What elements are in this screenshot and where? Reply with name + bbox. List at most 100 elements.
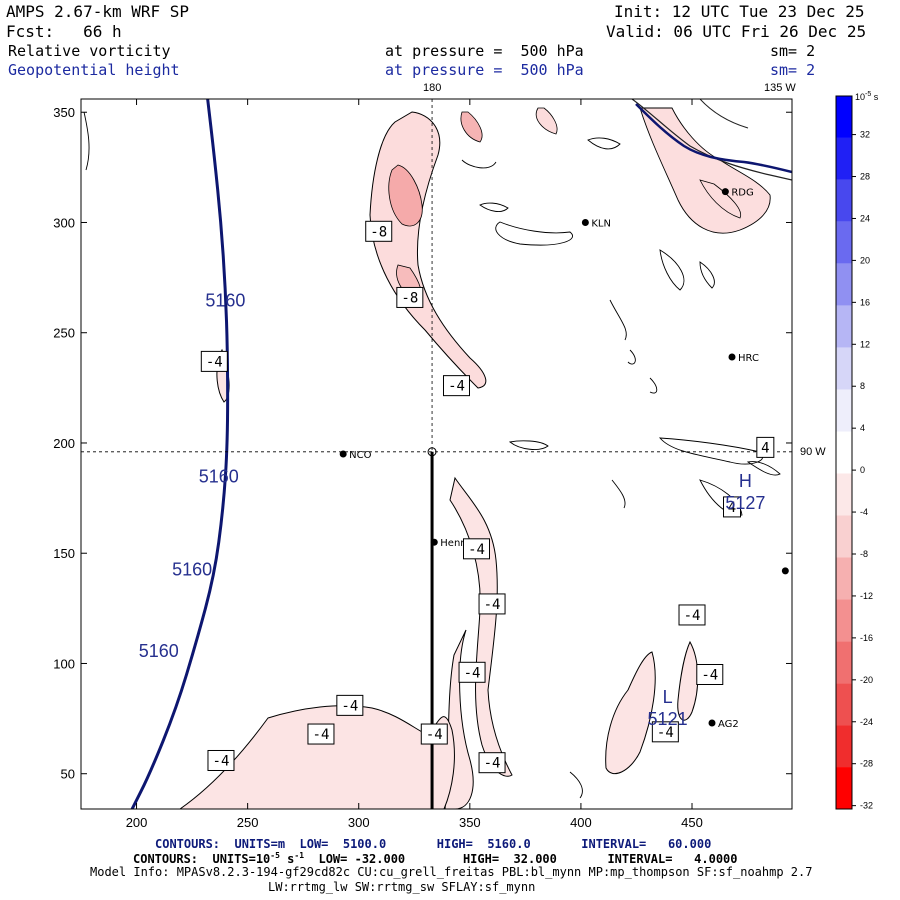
colorbar-tick-label: -16: [860, 633, 873, 643]
vorticity-label: -4: [341, 698, 358, 714]
colorbar: 32 28 24 20 16 12 8 4 0 -4 -8 -12 -16 -20 -24 -28 -32: [835, 95, 873, 811]
init-time: Init: 12 UTC Tue 23 Dec 25: [614, 2, 865, 21]
vorticity-label-box: [478, 752, 506, 774]
vorticity-band-main: [369, 111, 487, 389]
colorbar-segment: [836, 389, 852, 432]
contour-east-2: [461, 159, 497, 169]
y-tick-label: 100: [53, 656, 75, 671]
geopotential-contour-5160: [130, 99, 230, 809]
contour-dotted-3: [649, 377, 658, 394]
y-tick-label: 200: [53, 436, 75, 451]
station-marker: [721, 188, 729, 196]
contour-positive-4: [699, 479, 743, 516]
vorticity-label-box: [442, 375, 470, 397]
vorticity-core-1: [388, 164, 423, 227]
colorbar-tick-label: -8: [860, 549, 868, 559]
colorbar-tick-label: 24: [860, 213, 870, 223]
vorticity-shading: [179, 107, 771, 809]
colorbar-segment: [836, 641, 852, 684]
pressure-center-symbol: L: [663, 687, 673, 707]
y-tick-label: 50: [61, 767, 75, 782]
vorticity-streak-2: [535, 107, 558, 135]
contour-east-6: [569, 771, 583, 799]
colorbar-tick-label: 32: [860, 130, 870, 140]
vorticity-label-box: [336, 694, 364, 716]
colorbar-segment: [836, 767, 852, 809]
station-label: KLN: [591, 218, 611, 229]
valid-time: Valid: 06 UTC Fri 26 Dec 25: [606, 22, 867, 41]
vorticity-label: -4: [313, 727, 330, 743]
contour-east-1: [83, 111, 90, 171]
x-tick-label: 300: [348, 815, 370, 830]
vorticity-label-box: [420, 723, 448, 745]
geopotential-label: 5160: [205, 290, 245, 310]
colorbar-tick-label: 16: [860, 297, 870, 307]
colorbar-tick-label: 12: [860, 339, 870, 349]
geopotential-label: 5160: [139, 641, 179, 661]
footer-contours-geopotential: CONTOURS: UNITS=m LOW= 5100.0 HIGH= 5160…: [155, 837, 712, 851]
contour-east-3: [587, 137, 621, 150]
colorbar-segment: [836, 599, 852, 642]
vorticity-label: -4: [657, 725, 674, 741]
station-layer: NCO Henry KLN HRC RDG AG2: [339, 188, 789, 730]
vorticity-label: -4: [701, 667, 718, 683]
crosshair-marker: [427, 447, 437, 457]
plot-frame: [80, 98, 793, 810]
geopotential-label: 5160: [172, 559, 212, 579]
pressure-center-value: 5127: [725, 493, 765, 513]
vorticity-label-box: [696, 663, 724, 685]
x-tick-label: 250: [237, 815, 259, 830]
meridian-135w-label: 135 W: [764, 82, 796, 94]
vorticity-label: -8: [370, 224, 387, 240]
station-marker: [708, 719, 716, 727]
vorticity-label: -4: [426, 727, 443, 743]
coastline: [631, 99, 792, 181]
station-marker: [430, 538, 438, 546]
x-tick-label: 400: [570, 815, 592, 830]
y-tick-label: 350: [53, 105, 75, 120]
vorticity-label: -4: [484, 756, 501, 772]
x-tick-label: 450: [681, 815, 703, 830]
x-tick-label: 350: [459, 815, 481, 830]
pressure-center-value: 5121: [648, 709, 688, 729]
vorticity-label-box: [307, 723, 335, 745]
colorbar-segment: [836, 557, 852, 600]
footer-model-info-2: LW:rrtmg_lw SW:rrtmg_sw SFLAY:sf_mynn: [268, 880, 536, 894]
vorticity-labels: -8 -8 -4 -4 4 4 -4 -4 -4 -4 -4 -4 -4 -4 -4 -4 -4: [200, 220, 775, 774]
station-marker: [339, 450, 347, 458]
vorticity-label: 4: [728, 500, 736, 516]
station-label: Henry: [440, 538, 470, 549]
smoothing-geopotential: sm= 2: [770, 61, 816, 79]
vorticity-label: -8: [401, 290, 418, 306]
colorbar-segment: [836, 305, 852, 348]
colorbar-tick-label: 20: [860, 255, 870, 265]
colorbar-tick-label: 0: [860, 465, 865, 475]
smoothing-vorticity: sm= 2: [770, 42, 816, 60]
field-geopotential: Geopotential height: [8, 61, 180, 79]
station-label: AG2: [718, 719, 739, 730]
contour-dotted-1: [609, 299, 627, 341]
station-marker: [728, 353, 736, 361]
colorbar-tick-label: -28: [860, 759, 873, 769]
colorbar-segment: [836, 347, 852, 390]
contour-positive-7: [699, 261, 715, 289]
colorbar-segment: [836, 137, 852, 180]
meridian-90w-label: 90 W: [800, 446, 826, 458]
vorticity-label: -4: [484, 597, 501, 613]
vorticity-label-box: [462, 538, 490, 560]
colorbar-segment: [836, 96, 852, 138]
colorbar-segment: [836, 431, 852, 474]
footer-contours-vorticity: CONTOURS: UNITS=10-5 s-1 LOW= -32.000 HI…: [133, 851, 738, 866]
vorticity-contours: [83, 111, 781, 799]
colorbar-segment: [836, 725, 852, 768]
colorbar-tick-label: -4: [860, 507, 868, 517]
level-geopotential: at pressure = 500 hPa: [385, 61, 584, 79]
colorbar-tick-label: -32: [860, 801, 873, 811]
vorticity-label-box: [458, 661, 486, 683]
pressure-center-symbol: H: [739, 471, 752, 491]
axes: 200 250 300 350 400 450 50 100 150 200 250 300 350: [53, 99, 792, 830]
vorticity-label-box: [365, 220, 393, 242]
app-title: AMPS 2.67-km WRF SP: [6, 2, 190, 21]
contour-east-5: [611, 479, 626, 509]
contour-positive-3: [658, 437, 764, 465]
